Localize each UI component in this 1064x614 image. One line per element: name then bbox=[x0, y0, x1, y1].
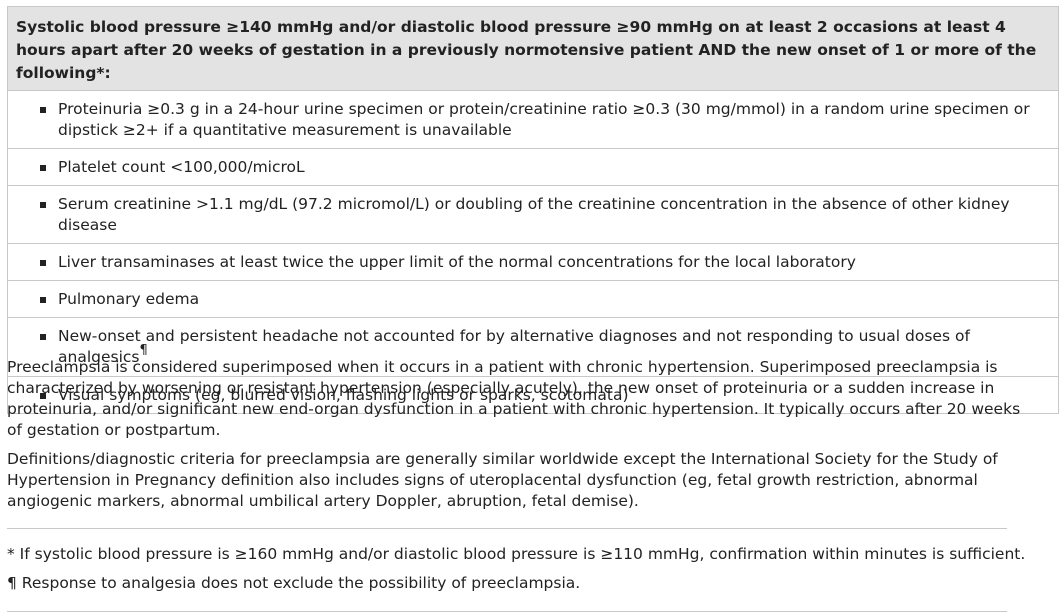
criterion-platelet: Platelet count <100,000/microL bbox=[58, 158, 305, 176]
divider bbox=[7, 528, 1007, 529]
table-header-row: Systolic blood pressure ≥140 mmHg and/or… bbox=[7, 6, 1059, 91]
bullet-icon bbox=[40, 260, 46, 266]
table-row: Platelet count <100,000/microL bbox=[7, 148, 1059, 186]
criterion-pulmonary: Pulmonary edema bbox=[58, 290, 200, 308]
table-row: New-onset and persistent headache not ac… bbox=[7, 317, 1059, 377]
criteria-table: Systolic blood pressure ≥140 mmHg and/or… bbox=[7, 6, 1059, 414]
criterion-visual: Visual symptoms (eg, blurred vision, fla… bbox=[58, 386, 629, 404]
bullet-icon bbox=[40, 297, 46, 303]
superimposed-paragraph: Preeclampsia is considered superimposed … bbox=[7, 358, 1021, 439]
bullet-icon bbox=[40, 393, 46, 399]
table-row: Serum creatinine >1.1 mg/dL (97.2 microm… bbox=[7, 185, 1059, 244]
criterion-liver: Liver transaminases at least twice the u… bbox=[58, 253, 856, 271]
table-row: Visual symptoms (eg, blurred vision, fla… bbox=[7, 376, 1059, 414]
divider bbox=[7, 611, 1007, 612]
table-row: Pulmonary edema bbox=[7, 280, 1059, 318]
bullet-icon bbox=[40, 202, 46, 208]
table-header: Systolic blood pressure ≥140 mmHg and/or… bbox=[7, 6, 1059, 91]
definitions-paragraph: Definitions/diagnostic criteria for pree… bbox=[7, 450, 998, 510]
criterion-creatinine: Serum creatinine >1.1 mg/dL (97.2 microm… bbox=[58, 195, 1010, 234]
footnote-asterisk: * If systolic blood pressure is ≥160 mmH… bbox=[7, 545, 1026, 563]
bullet-icon bbox=[40, 165, 46, 171]
bullet-icon bbox=[40, 107, 46, 113]
criterion-headache: New-onset and persistent headache not ac… bbox=[58, 327, 970, 366]
footnote-pilcrow: ¶ Response to analgesia does not exclude… bbox=[7, 574, 581, 592]
bullet-icon bbox=[40, 334, 46, 340]
footnote-mark: ¶ bbox=[139, 343, 148, 358]
table-row: Proteinuria ≥0.3 g in a 24-hour urine sp… bbox=[7, 90, 1059, 149]
criterion-proteinuria: Proteinuria ≥0.3 g in a 24-hour urine sp… bbox=[58, 100, 1030, 139]
table-row: Liver transaminases at least twice the u… bbox=[7, 243, 1059, 281]
